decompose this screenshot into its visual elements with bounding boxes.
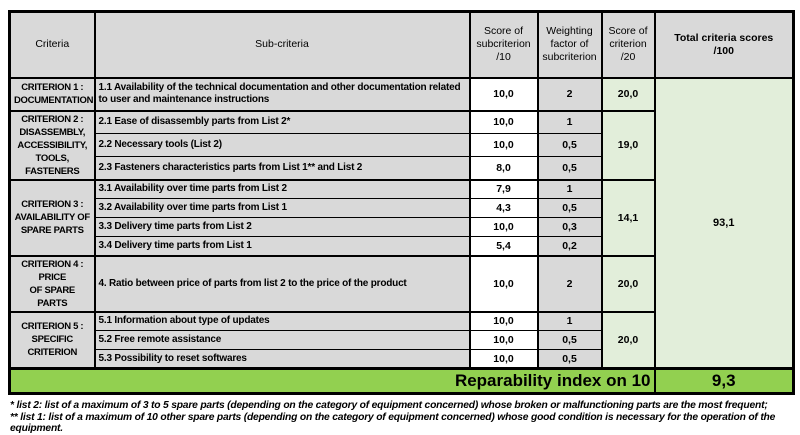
criterion-cell: CRITERION 3 : AVAILABILITY OF SPARE PART…	[8, 178, 96, 256]
table-row: CRITERION 1 : DOCUMENTATION 1.1 Availabi…	[8, 76, 795, 369]
weighting-cell: 0,5	[536, 330, 603, 350]
reparability-index-value: 9,3	[653, 367, 795, 394]
col-header-weighting-factor: Weighting factor of subcriterion	[536, 11, 603, 79]
weighting-cell: 2	[536, 254, 603, 312]
footnote-list1: ** list 1: list of a maximum of 10 other…	[10, 411, 776, 435]
criterion-score-cell: 20,0	[600, 254, 656, 312]
subcriterion-score-cell: 10,0	[468, 133, 539, 157]
criterion-cell: CRITERION 4 : PRICE OF SPARE PARTS	[8, 254, 96, 312]
subcriterion-score-cell: 10,0	[468, 330, 539, 350]
subcriterion-score-cell: 10,0	[468, 310, 539, 331]
col-header-score-criterion: Score of criterion /20	[600, 11, 656, 79]
table-row: 2.3 Fasteners characteristics parts from…	[10, 156, 794, 180]
table-row: 5.2 Free remote assistance 10,0 0,5	[10, 330, 794, 350]
weighting-cell: 0,5	[536, 349, 603, 369]
table-row: CRITERION 4 : PRICE OF SPARE PARTS 4. Ra…	[8, 254, 794, 312]
subcriterion-cell: 2.2 Necessary tools (List 2)	[93, 133, 471, 157]
subcriterion-cell: 5.1 Information about type of updates	[93, 310, 471, 331]
subcriterion-score-cell: 10,0	[468, 254, 539, 312]
weighting-cell: 0,3	[536, 217, 603, 237]
weighting-cell: 1	[536, 109, 603, 134]
table-row: 2.2 Necessary tools (List 2) 10,0 0,5	[10, 133, 794, 157]
weighting-cell: 1	[536, 178, 603, 199]
col-header-sub-criteria: Sub-criteria	[93, 11, 471, 79]
subcriterion-score-cell: 8,0	[468, 156, 539, 180]
table-row: CRITERION 2 : DISASSEMBLY, ACCESSIBILITY…	[8, 109, 794, 180]
weighting-cell: 0,5	[536, 156, 603, 180]
subcriterion-cell: 2.1 Ease of disassembly parts from List …	[93, 109, 471, 134]
subcriterion-score-cell: 4,3	[468, 198, 539, 218]
subcriterion-score-cell: 10,0	[468, 109, 539, 134]
subcriterion-cell: 3.4 Delivery time parts from List 1	[93, 236, 471, 256]
reparability-score-table: Criteria Sub-criteria Score of subcriter…	[8, 10, 795, 395]
subcriterion-score-cell: 10,0	[468, 217, 539, 237]
weighting-cell: 0,5	[536, 133, 603, 157]
weighting-cell: 2	[536, 76, 603, 111]
table-row: CRITERION 5 : SPECIFIC CRITERION 5.1 Inf…	[8, 310, 794, 369]
total-score-cell: 93,1	[653, 76, 795, 369]
subcriterion-cell: 4. Ratio between price of parts from lis…	[93, 254, 471, 312]
subcriterion-cell: 3.1 Availability over time parts from Li…	[93, 178, 471, 199]
reparability-index-label: Reparability index on 10	[8, 367, 656, 394]
col-header-criteria: Criteria	[8, 11, 96, 79]
footnote-list2: * list 2: list of a maximum of 3 to 5 sp…	[10, 400, 768, 411]
weighting-cell: 0,5	[536, 198, 603, 218]
subcriterion-cell: 5.3 Possibility to reset softwares	[93, 349, 471, 369]
footnotes: * list 2: list of a maximum of 3 to 5 sp…	[10, 400, 800, 435]
weighting-cell: 1	[536, 310, 603, 331]
subcriterion-cell: 1.1 Availability of the technical docume…	[93, 76, 471, 111]
subcriterion-cell: 5.2 Free remote assistance	[93, 330, 471, 350]
table-row: 3.2 Availability over time parts from Li…	[10, 198, 794, 218]
subcriterion-score-cell: 10,0	[468, 76, 539, 111]
table-row: 3.3 Delivery time parts from List 2 10,0…	[10, 217, 794, 237]
col-header-score-subcriterion: Score of subcriterion /10	[468, 11, 539, 79]
criterion-cell: CRITERION 2 : DISASSEMBLY, ACCESSIBILITY…	[8, 109, 96, 180]
table-row: 3.4 Delivery time parts from List 1 5,4 …	[10, 236, 794, 256]
subcriterion-cell: 3.3 Delivery time parts from List 2	[93, 217, 471, 237]
subcriterion-cell: 3.2 Availability over time parts from Li…	[93, 198, 471, 218]
table-header-row: Criteria Sub-criteria Score of subcriter…	[8, 11, 795, 79]
criterion-score-cell: 20,0	[600, 310, 656, 369]
criterion-score-cell: 19,0	[600, 109, 656, 180]
criterion-cell: CRITERION 5 : SPECIFIC CRITERION	[8, 310, 96, 369]
subcriterion-score-cell: 10,0	[468, 349, 539, 369]
table-row: CRITERION 3 : AVAILABILITY OF SPARE PART…	[8, 178, 794, 256]
subcriterion-score-cell: 7,9	[468, 178, 539, 199]
weighting-cell: 0,2	[536, 236, 603, 256]
criterion-score-cell: 14,1	[600, 178, 656, 256]
col-header-total-scores: Total criteria scores /100	[653, 11, 795, 79]
criterion-score-cell: 20,0	[600, 76, 656, 111]
subcriterion-cell: 2.3 Fasteners characteristics parts from…	[93, 156, 471, 180]
subcriterion-score-cell: 5,4	[468, 236, 539, 256]
page: Criteria Sub-criteria Score of subcriter…	[8, 10, 795, 434]
criterion-cell: CRITERION 1 : DOCUMENTATION	[8, 76, 96, 111]
reparability-index-row: Reparability index on 10 9,3	[8, 367, 795, 394]
